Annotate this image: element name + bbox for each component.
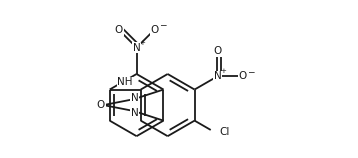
Text: Cl: Cl bbox=[219, 127, 229, 137]
Text: +: + bbox=[220, 68, 226, 74]
Text: N: N bbox=[131, 93, 139, 103]
Text: N: N bbox=[133, 43, 140, 53]
Text: O: O bbox=[213, 46, 222, 56]
Text: NH: NH bbox=[117, 77, 133, 87]
Text: O: O bbox=[150, 25, 158, 35]
Text: N: N bbox=[131, 108, 139, 118]
Text: O: O bbox=[97, 100, 105, 110]
Text: −: − bbox=[247, 67, 254, 76]
Text: +: + bbox=[139, 40, 145, 46]
Text: −: − bbox=[159, 21, 166, 30]
Text: O: O bbox=[115, 25, 123, 35]
Text: N: N bbox=[214, 71, 221, 81]
Text: O: O bbox=[238, 71, 246, 81]
